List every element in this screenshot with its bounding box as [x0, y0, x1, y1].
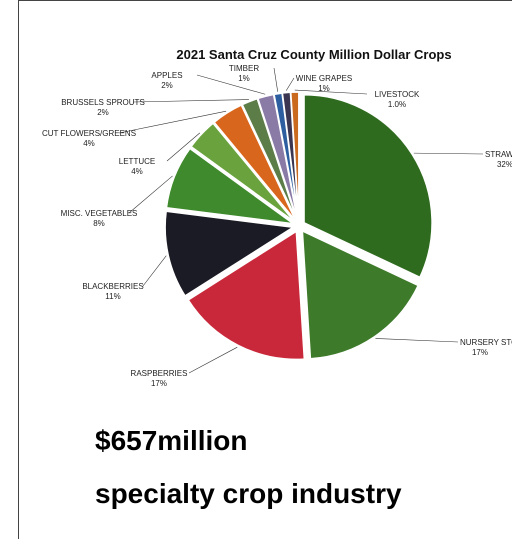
leader-misc-vegetables [128, 175, 173, 214]
slice-strawberries [303, 94, 433, 279]
percent-wine-grapes: 1% [318, 84, 330, 93]
percent-cut-flowers-greens: 4% [83, 139, 95, 148]
leader-cut-flowers-greens [118, 110, 227, 134]
leader-nursery-stock [375, 338, 459, 343]
percent-raspberries: 17% [151, 379, 167, 388]
label-livestock: LIVESTOCK [375, 90, 420, 99]
percent-lettuce: 4% [131, 167, 143, 176]
headline-industry: specialty crop industry [95, 478, 402, 509]
slice-lettuce [190, 122, 296, 223]
leader-livestock [294, 89, 368, 95]
leader-apples [196, 74, 266, 95]
slice-nursery-stock [301, 229, 420, 360]
leader-blackberries [142, 255, 167, 287]
slice-brussels-sprouts [241, 97, 298, 221]
leader-lettuce [166, 132, 201, 162]
label-wine-grapes: WINE GRAPES [296, 74, 352, 83]
percent-livestock: 1.0% [388, 100, 406, 109]
slide-frame: 2021 Santa Cruz County Million Dollar Cr… [18, 0, 512, 539]
slice-livestock [289, 91, 300, 221]
label-cut-flowers-greens: CUT FLOWERS/GREENS [42, 129, 136, 138]
percent-apples: 2% [161, 81, 173, 90]
slice-raspberries [187, 230, 306, 361]
label-nursery-stock: NURSERY STOCK [460, 338, 512, 347]
percent-blackberries: 11% [105, 292, 120, 301]
label-lettuce: LETTUCE [119, 157, 155, 166]
chart-title: 2021 Santa Cruz County Million Dollar Cr… [176, 47, 451, 62]
label-raspberries: RASPBERRIES [131, 369, 188, 378]
slice-misc-vegetables [165, 147, 294, 225]
slice-cut-flowers-greens [213, 104, 297, 222]
percent-nursery-stock: 17% [472, 348, 488, 357]
leader-raspberries [188, 346, 238, 374]
label-blackberries: BLACKBERRIES [82, 282, 143, 291]
headline-amount: $657million [95, 425, 248, 456]
pie-chart: 2021 Santa Cruz County Million Dollar Cr… [42, 47, 512, 388]
leader-wine-grapes [285, 77, 295, 91]
label-brussels-sprouts: BRUSSELS SPROUTS [61, 98, 145, 107]
leader-timber [273, 67, 279, 92]
label-misc-vegetables: MISC. VEGETABLES [61, 209, 138, 218]
percent-brussels-sprouts: 2% [97, 108, 109, 117]
percent-misc-vegetables: 8% [93, 219, 105, 228]
label-timber: TIMBER [229, 64, 259, 73]
label-apples: APPLES [151, 71, 182, 80]
leader-strawberries [413, 152, 484, 155]
slice-blackberries [164, 210, 296, 297]
label-strawberries: STRAWBERRIES [485, 150, 512, 159]
leader-brussels-sprouts [132, 99, 249, 103]
percent-timber: 1% [238, 74, 250, 83]
percent-strawberries: 32% [497, 160, 512, 169]
